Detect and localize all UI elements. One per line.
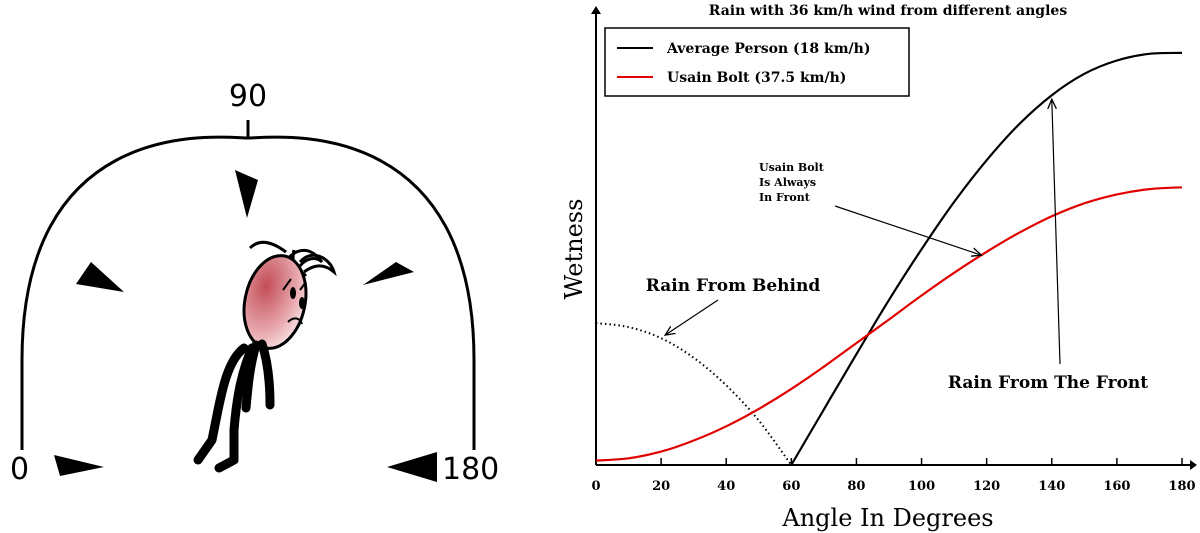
x-tick-label: 100 — [908, 479, 935, 494]
annotation-usain-line: In Front — [759, 191, 811, 204]
annotation-layer: Rain From Behind Usain Bolt Is Always In Fr… — [646, 99, 1148, 393]
wetness-chart: Rain with 36 km/h wind from different an… — [560, 3, 1197, 532]
annotation-arrow-rain-front — [1052, 99, 1061, 365]
running-person-icon — [193, 240, 337, 473]
legend: Average Person (18 km/h) Usain Bolt (37.… — [604, 27, 910, 97]
legend-frame — [604, 27, 910, 97]
wind-arrow-left-icon — [54, 455, 104, 476]
x-axis-arrow-icon — [1190, 460, 1197, 470]
annotation-rain-from-behind: Rain From Behind — [646, 276, 821, 296]
x-tick-label: 160 — [1103, 479, 1130, 494]
angle-label-90: 90 — [229, 79, 267, 114]
angle-label-180: 180 — [442, 452, 499, 487]
x-tick-label: 60 — [782, 479, 800, 494]
wind-arrow-top-icon — [235, 170, 258, 218]
x-tick-label: 20 — [652, 479, 670, 494]
x-tick-label: 120 — [973, 479, 1000, 494]
x-tick-label: 140 — [1038, 479, 1065, 494]
legend-label-bolt: Usain Bolt (37.5 km/h) — [667, 70, 846, 86]
chart-title: Rain with 36 km/h wind from different an… — [709, 3, 1068, 19]
wind-arrow-right-icon — [387, 452, 437, 482]
annotation-rain-from-front: Rain From The Front — [948, 373, 1148, 393]
x-tick-label: 80 — [847, 479, 865, 494]
wind-arrow-upper-right-icon — [363, 262, 414, 285]
annotation-arrow-front — [834, 205, 981, 255]
x-tick-label: 40 — [717, 479, 735, 494]
x-tick-label: 180 — [1168, 479, 1195, 494]
wind-direction-diagram: 90 0 180 — [10, 79, 499, 487]
wind-arrow-upper-left-icon — [76, 262, 124, 292]
x-tick-label: 0 — [591, 479, 600, 494]
series-line-1 — [595, 322, 793, 466]
y-axis-label: Wetness — [560, 199, 588, 300]
annotation-arrow-behind — [665, 299, 719, 335]
series-line-0 — [790, 51, 1183, 466]
legend-label-average: Average Person (18 km/h) — [666, 41, 870, 57]
annotation-usain-line: Usain Bolt — [759, 161, 825, 174]
annotation-usain-line: Is Always — [759, 176, 816, 189]
x-axis-label: Angle In Degrees — [781, 504, 993, 532]
y-axis-arrow-icon — [591, 6, 601, 14]
series-layer — [595, 51, 1183, 466]
series-line-2 — [595, 186, 1183, 462]
angle-label-0: 0 — [10, 452, 29, 487]
axes: 0 20 40 60 80 100 120 140 160 180 — [591, 6, 1197, 494]
